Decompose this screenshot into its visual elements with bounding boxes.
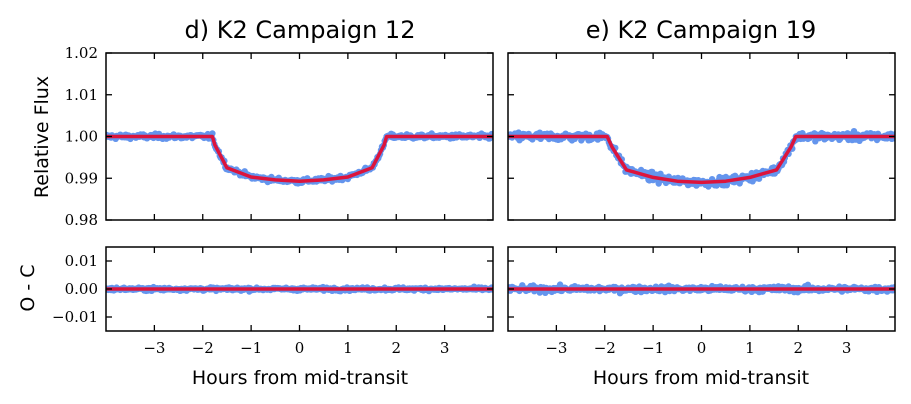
x-tick-label: −1 xyxy=(642,339,664,357)
y-tick-label: 0.01 xyxy=(65,252,98,270)
x-tick-label: −3 xyxy=(143,339,165,357)
x-tick-label: 2 xyxy=(793,339,803,357)
y-tick-label: 0.98 xyxy=(65,211,98,229)
x-tick-label: 1 xyxy=(745,339,755,357)
plot-area-0 xyxy=(106,130,493,187)
panel-2: −3 −2 −1 0 1 2 3 0.01 0.00 −0.01 xyxy=(52,246,494,357)
y-tick-label: −0.01 xyxy=(52,308,98,326)
y-tick-label: 1.01 xyxy=(65,86,98,104)
title-campaign-12: d) K2 Campaign 12 xyxy=(185,16,416,44)
panel-0: 1.02 1.01 1.00 0.99 0.98 xyxy=(65,44,494,229)
x-tick-label: 0 xyxy=(697,339,707,357)
ylabel-residuals: O - C xyxy=(17,264,39,311)
transit-model-line xyxy=(508,134,895,185)
plot-area-1 xyxy=(508,128,895,190)
x-tick-label: −3 xyxy=(545,339,567,357)
y-tick-label: 0.99 xyxy=(65,169,98,187)
x-tick-label: 0 xyxy=(295,339,305,357)
x-tick-label: −2 xyxy=(192,339,214,357)
x-tick-label: −1 xyxy=(240,339,262,357)
transit-model-line xyxy=(106,134,493,183)
xlabel-left: Hours from mid-transit xyxy=(192,367,408,389)
x-tick-label: −2 xyxy=(594,339,616,357)
xlabel-right: Hours from mid-transit xyxy=(593,367,809,389)
x-tick-label: 3 xyxy=(440,339,450,357)
y-tick-label: 0.00 xyxy=(65,280,98,298)
y-tick-label: 1.00 xyxy=(65,128,98,146)
plot-area-2 xyxy=(106,283,493,295)
panel-1 xyxy=(507,52,896,221)
panel-3: −3 −2 −1 0 1 2 3 xyxy=(507,246,896,357)
y-tick-label: 1.02 xyxy=(65,44,98,62)
x-tick-label: 1 xyxy=(343,339,353,357)
title-campaign-19: e) K2 Campaign 19 xyxy=(586,16,816,44)
x-tick-label: 3 xyxy=(842,339,852,357)
x-tick-label: 2 xyxy=(391,339,401,357)
data-point xyxy=(755,175,763,182)
ylabel-relative-flux: Relative Flux xyxy=(31,76,53,198)
plot-area-3 xyxy=(508,281,895,297)
